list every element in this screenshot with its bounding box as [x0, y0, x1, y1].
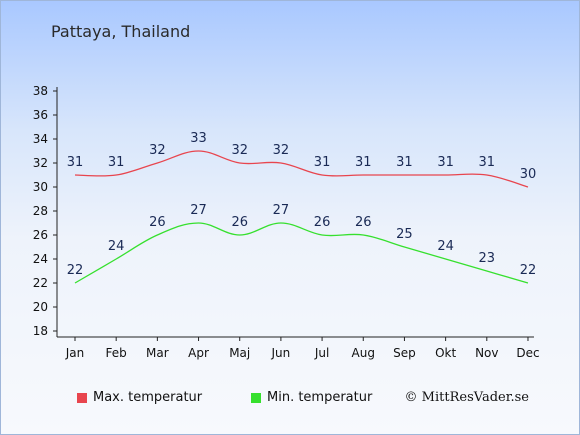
y-tick-label: 28 — [33, 204, 48, 218]
credit-text: © MittResVader.se — [404, 390, 529, 405]
y-tick-label: 18 — [33, 324, 48, 338]
y-tick-label: 24 — [33, 252, 48, 266]
min-data-label: 27 — [190, 203, 207, 218]
legend-min-swatch — [251, 392, 261, 403]
y-tick-label: 26 — [33, 228, 48, 242]
y-tick-label: 30 — [33, 180, 48, 194]
y-tick-label: 36 — [33, 108, 48, 122]
min-data-label: 26 — [314, 215, 331, 230]
x-tick-label: Maj — [229, 346, 250, 360]
max-data-label: 31 — [67, 155, 84, 170]
max-data-label: 33 — [190, 131, 207, 146]
legend-min: Min. temperatur — [251, 390, 372, 405]
x-tick-label: Feb — [106, 346, 127, 360]
min-data-label: 25 — [396, 227, 413, 242]
min-data-label: 23 — [479, 251, 496, 266]
x-tick-label: Aug — [352, 346, 375, 360]
series-min-line — [74, 222, 529, 284]
min-data-label: 26 — [231, 215, 248, 230]
y-tick-label: 34 — [33, 132, 48, 146]
min-data-label: 24 — [437, 239, 454, 254]
max-data-label: 31 — [108, 155, 125, 170]
x-tick-label: Apr — [188, 346, 209, 360]
max-data-label: 31 — [437, 155, 454, 170]
legend-max-swatch — [77, 392, 87, 403]
min-data-label: 26 — [149, 215, 166, 230]
min-data-label: 22 — [520, 263, 537, 278]
min-data-label: 24 — [108, 239, 125, 254]
y-tick-label: 38 — [33, 84, 48, 98]
x-tick-label: Mar — [146, 346, 169, 360]
max-data-label: 30 — [520, 167, 537, 182]
y-tick-label: 32 — [33, 156, 48, 170]
series-max-line — [74, 150, 529, 188]
max-data-label: 31 — [355, 155, 372, 170]
legend-max: Max. temperatur — [77, 390, 202, 405]
min-data-label: 27 — [273, 203, 290, 218]
min-data-label: 22 — [67, 263, 84, 278]
max-data-label: 31 — [479, 155, 496, 170]
x-tick-label: Sep — [393, 346, 416, 360]
x-tick-label: Dec — [516, 346, 539, 360]
chart-title: Pattaya, Thailand — [51, 22, 191, 41]
x-tick-label: Jun — [271, 346, 291, 360]
legend-max-label: Max. temperatur — [93, 390, 203, 405]
x-tick-label: Okt — [435, 346, 456, 360]
x-tick-label: Nov — [475, 346, 498, 360]
max-data-label: 31 — [396, 155, 413, 170]
x-tick-label: Jan — [65, 346, 85, 360]
max-data-label: 32 — [149, 143, 166, 158]
x-tick-label: Jul — [314, 346, 329, 360]
min-data-label: 26 — [355, 215, 372, 230]
y-tick-label: 22 — [33, 276, 48, 290]
legend-min-label: Min. temperatur — [267, 390, 373, 405]
max-data-label: 31 — [314, 155, 331, 170]
y-tick-label: 20 — [33, 300, 48, 314]
max-data-label: 32 — [231, 143, 248, 158]
max-data-label: 32 — [273, 143, 290, 158]
